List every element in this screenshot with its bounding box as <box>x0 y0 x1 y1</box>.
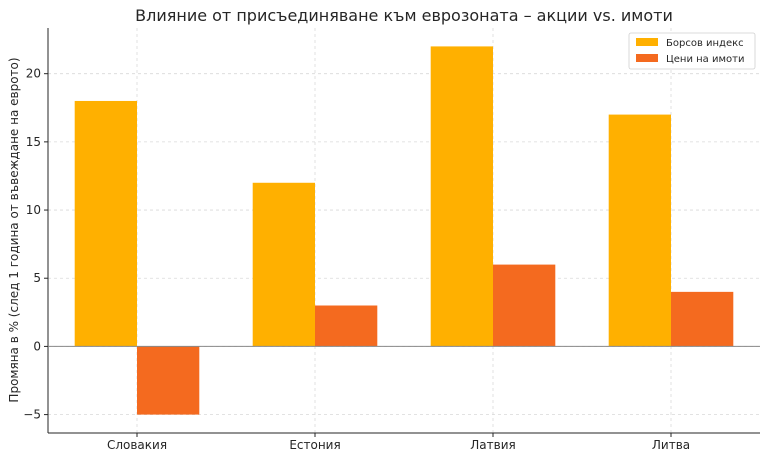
axes <box>47 28 760 434</box>
legend: Борсов индекс Цени на имоти <box>628 32 756 70</box>
bar-property-prices-естония <box>315 305 378 347</box>
y-tick-label: 5 <box>33 271 41 285</box>
x-ticks: Словакия Естония Латвия Литва <box>107 433 690 452</box>
legend-swatch-stock-index <box>636 38 658 46</box>
y-tick-label: 0 <box>33 339 41 353</box>
y-tick-label: −5 <box>23 408 41 422</box>
y-tick-label: 10 <box>26 203 41 217</box>
x-tick-label: Естония <box>289 438 340 452</box>
legend-label-stock-index: Борсов индекс <box>666 38 744 49</box>
y-tick-label: 20 <box>26 67 41 81</box>
bars <box>74 46 734 415</box>
y-ticks: −5 0 5 10 15 20 <box>23 67 48 422</box>
y-tick-label: 15 <box>26 135 41 149</box>
legend-swatch-property-prices <box>636 54 658 62</box>
bar-stock-index-литва <box>608 114 671 347</box>
legend-box <box>628 32 756 70</box>
chart-title: Влияние от присъединяване към еврозоната… <box>135 6 673 25</box>
x-tick-label: Литва <box>652 438 690 452</box>
x-tick-label: Словакия <box>107 438 167 452</box>
bar-property-prices-латвия <box>493 264 556 347</box>
bar-stock-index-словакия <box>74 100 137 347</box>
bar-stock-index-латвия <box>430 46 493 347</box>
bar-stock-index-естония <box>252 182 315 347</box>
bar-property-prices-словакия <box>137 346 200 415</box>
bar-property-prices-литва <box>671 291 734 347</box>
x-tick-label: Латвия <box>470 438 515 452</box>
y-axis-label: Промяна в % (след 1 година от въвеждане … <box>7 57 21 402</box>
legend-label-property-prices: Цени на имоти <box>666 54 744 65</box>
